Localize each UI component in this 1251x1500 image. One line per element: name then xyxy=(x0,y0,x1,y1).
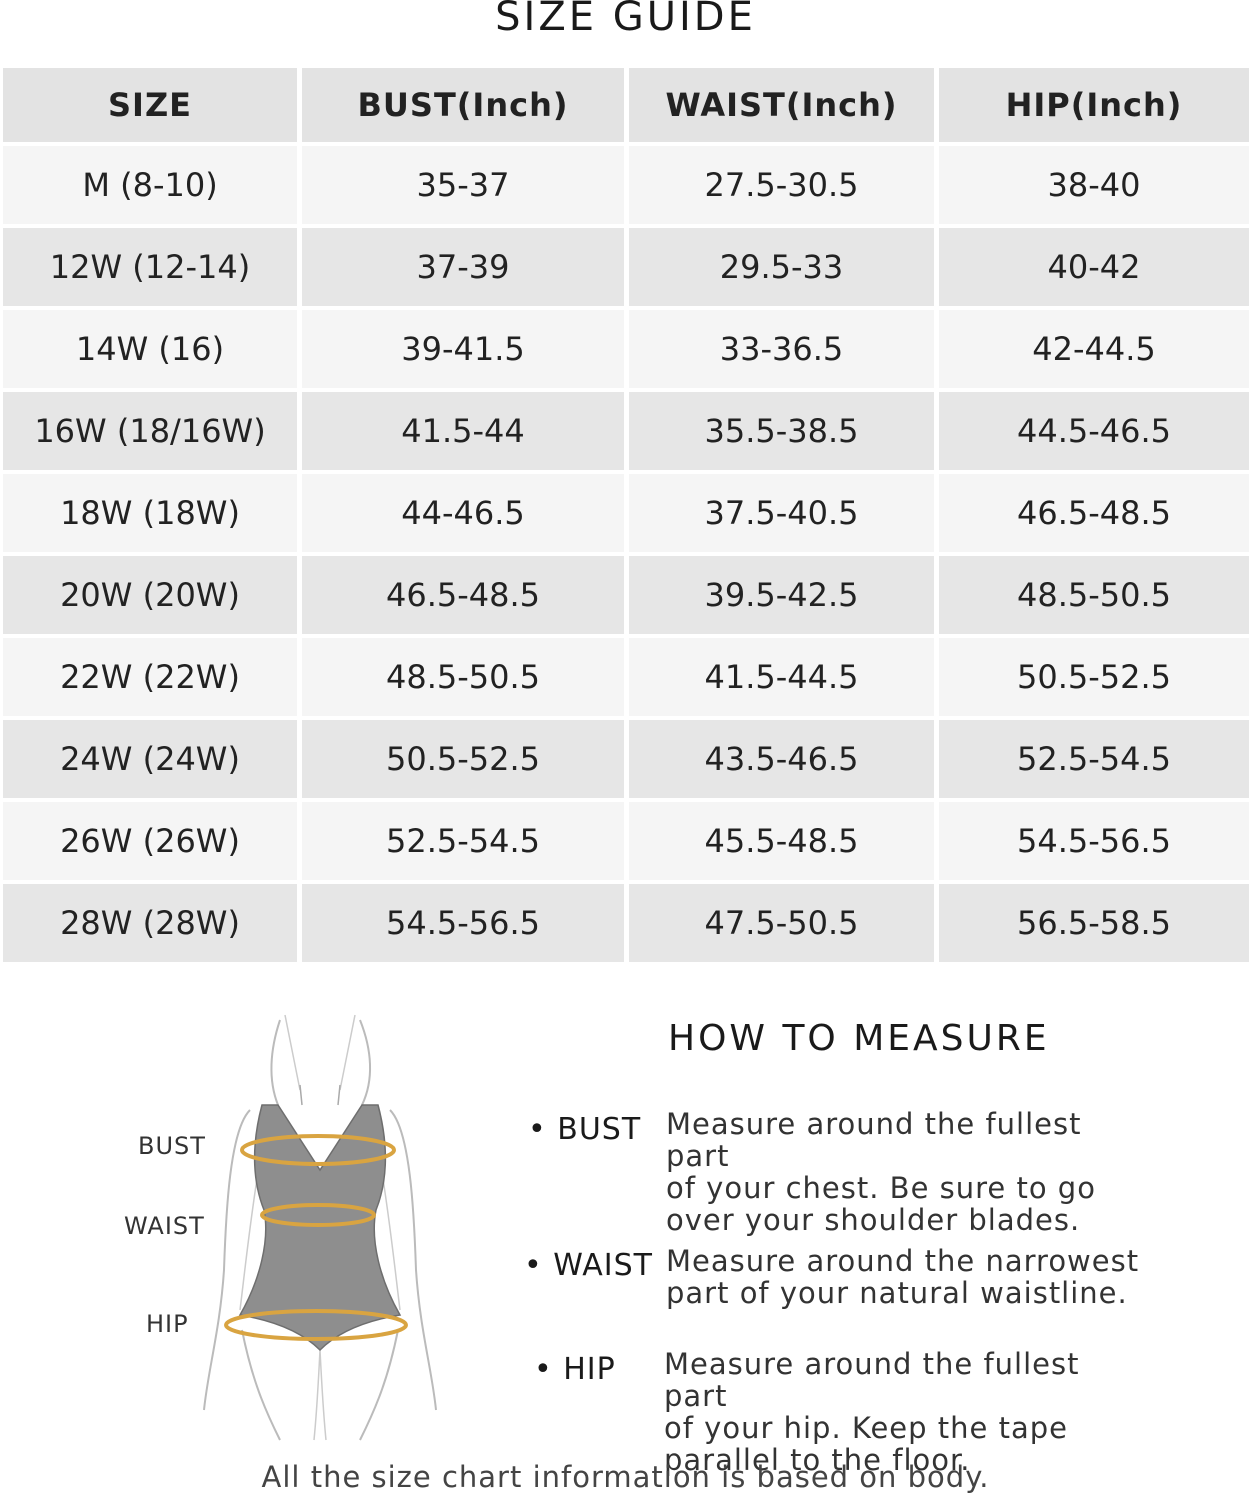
cell-hip: 46.5-48.5 xyxy=(939,474,1249,556)
waist-tape xyxy=(260,1203,376,1227)
cell-waist: 43.5-46.5 xyxy=(629,720,939,802)
table-row: 26W (26W) 52.5-54.5 45.5-48.5 54.5-56.5 xyxy=(3,802,1249,884)
cell-bust: 50.5-52.5 xyxy=(302,720,629,802)
cell-hip: 54.5-56.5 xyxy=(939,802,1249,884)
garment-shape xyxy=(238,1104,402,1352)
cell-waist: 37.5-40.5 xyxy=(629,474,939,556)
table-row: 14W (16) 39-41.5 33-36.5 42-44.5 xyxy=(3,310,1249,392)
cell-hip: 50.5-52.5 xyxy=(939,638,1249,720)
cell-waist: 29.5-33 xyxy=(629,228,939,310)
cell-hip: 56.5-58.5 xyxy=(939,884,1249,966)
desc-line: over your shoulder blades. xyxy=(666,1203,1081,1237)
table-row: 22W (22W) 48.5-50.5 41.5-44.5 50.5-52.5 xyxy=(3,638,1249,720)
cell-hip: 48.5-50.5 xyxy=(939,556,1249,638)
bust-tape xyxy=(240,1134,396,1166)
table-row: 24W (24W) 50.5-52.5 43.5-46.5 52.5-54.5 xyxy=(3,720,1249,802)
cell-waist: 39.5-42.5 xyxy=(629,556,939,638)
measure-term-waist: • WAIST xyxy=(524,1248,653,1283)
measure-term-bust: • BUST xyxy=(528,1112,642,1147)
cell-waist: 45.5-48.5 xyxy=(629,802,939,884)
cell-bust: 52.5-54.5 xyxy=(302,802,629,884)
cell-hip: 38-40 xyxy=(939,146,1249,228)
how-to-measure-title: HOW TO MEASURE xyxy=(668,1018,1050,1059)
desc-line: Measure around the narrowest xyxy=(666,1244,1140,1278)
cell-bust: 35-37 xyxy=(302,146,629,228)
cell-bust: 37-39 xyxy=(302,228,629,310)
table-row: 18W (18W) 44-46.5 37.5-40.5 46.5-48.5 xyxy=(3,474,1249,556)
header-size: SIZE xyxy=(3,68,302,146)
hip-tape xyxy=(224,1309,408,1341)
header-bust: BUST(Inch) xyxy=(302,68,629,146)
cell-size: 24W (24W) xyxy=(3,720,302,802)
cell-size: M (8-10) xyxy=(3,146,302,228)
table-row: M (8-10) 35-37 27.5-30.5 38-40 xyxy=(3,146,1249,228)
cell-hip: 42-44.5 xyxy=(939,310,1249,392)
footer-note: All the size chart information is based … xyxy=(261,1460,990,1494)
table-header-row: SIZE BUST(Inch) WAIST(Inch) HIP(Inch) xyxy=(3,68,1249,146)
cell-bust: 48.5-50.5 xyxy=(302,638,629,720)
cell-size: 14W (16) xyxy=(3,310,302,392)
desc-line: of your hip. Keep the tape xyxy=(664,1411,1068,1445)
cell-waist: 47.5-50.5 xyxy=(629,884,939,966)
cell-size: 22W (22W) xyxy=(3,638,302,720)
cell-size: 12W (12-14) xyxy=(3,228,302,310)
cell-size: 20W (20W) xyxy=(3,556,302,638)
measure-desc-bust: Measure around the fullest part of your … xyxy=(666,1108,1146,1236)
cell-size: 26W (26W) xyxy=(3,802,302,884)
desc-line: Measure around the fullest part xyxy=(666,1107,1082,1173)
cell-size: 18W (18W) xyxy=(3,474,302,556)
page-title: SIZE GUIDE xyxy=(495,0,756,40)
table-row: 12W (12-14) 37-39 29.5-33 40-42 xyxy=(3,228,1249,310)
table-row: 20W (20W) 46.5-48.5 39.5-42.5 48.5-50.5 xyxy=(3,556,1249,638)
cell-size: 16W (18/16W) xyxy=(3,392,302,474)
figure-label-waist: WAIST xyxy=(124,1212,205,1240)
desc-line: parallel to the floor. xyxy=(664,1443,971,1477)
measure-desc-hip: Measure around the fullest part of your … xyxy=(664,1348,1144,1476)
cell-bust: 39-41.5 xyxy=(302,310,629,392)
table-row: 28W (28W) 54.5-56.5 47.5-50.5 56.5-58.5 xyxy=(3,884,1249,966)
cell-waist: 35.5-38.5 xyxy=(629,392,939,474)
desc-line: part of your natural waistline. xyxy=(666,1276,1128,1310)
header-waist: WAIST(Inch) xyxy=(629,68,939,146)
cell-bust: 41.5-44 xyxy=(302,392,629,474)
cell-bust: 44-46.5 xyxy=(302,474,629,556)
cell-waist: 27.5-30.5 xyxy=(629,146,939,228)
desc-line: Measure around the fullest part xyxy=(664,1347,1080,1413)
cell-hip: 52.5-54.5 xyxy=(939,720,1249,802)
header-hip: HIP(Inch) xyxy=(939,68,1249,146)
measure-term-hip: • HIP xyxy=(534,1352,616,1387)
cell-bust: 46.5-48.5 xyxy=(302,556,629,638)
cell-size: 28W (28W) xyxy=(3,884,302,966)
cell-bust: 54.5-56.5 xyxy=(302,884,629,966)
measure-desc-waist: Measure around the narrowest part of you… xyxy=(666,1245,1146,1309)
cell-waist: 41.5-44.5 xyxy=(629,638,939,720)
figure-label-hip: HIP xyxy=(146,1310,189,1338)
cell-waist: 33-36.5 xyxy=(629,310,939,392)
table-row: 16W (18/16W) 41.5-44 35.5-38.5 44.5-46.5 xyxy=(3,392,1249,474)
size-table: SIZE BUST(Inch) WAIST(Inch) HIP(Inch) M … xyxy=(3,68,1249,966)
body-measurement-figure xyxy=(203,1014,437,1441)
figure-label-bust: BUST xyxy=(138,1132,206,1160)
cell-hip: 44.5-46.5 xyxy=(939,392,1249,474)
cell-hip: 40-42 xyxy=(939,228,1249,310)
desc-line: of your chest. Be sure to go xyxy=(666,1171,1096,1205)
